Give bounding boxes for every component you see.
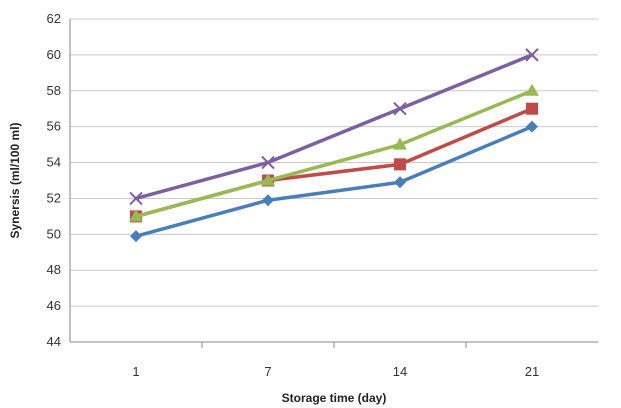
y-tick-label: 58 (47, 83, 61, 98)
x-tick-label: 1 (132, 364, 139, 379)
y-tick-label: 52 (47, 190, 61, 205)
data-point (394, 158, 406, 171)
data-point (393, 102, 407, 116)
series-line (134, 124, 534, 238)
data-point (262, 194, 274, 207)
data-point (261, 173, 275, 186)
data-point (526, 102, 538, 115)
x-tick-labels: 1 7 14 21 (132, 342, 539, 379)
y-tick-label: 60 (47, 47, 61, 62)
data-point (129, 191, 143, 206)
data-point (525, 48, 539, 62)
x-tick-label: 7 (264, 364, 271, 379)
y-tick-label: 48 (47, 262, 61, 277)
series-line (134, 53, 534, 201)
gridlines (70, 18, 598, 343)
data-point (394, 176, 406, 189)
data-point (130, 230, 142, 243)
y-axis-title: Synersis (ml/100 ml) (8, 122, 22, 238)
series-line (134, 89, 534, 219)
y-tick-label: 62 (47, 11, 61, 26)
y-tick-label: 54 (47, 155, 61, 170)
series-group (129, 48, 539, 243)
y-tick-label: 46 (47, 298, 61, 313)
x-axis-title: Storage time (day) (282, 391, 387, 405)
x-tick-label: 21 (525, 364, 539, 379)
x-tick-label: 14 (393, 364, 407, 379)
data-point (526, 120, 538, 133)
y-tick-label: 44 (47, 334, 61, 349)
series-4 (129, 48, 539, 206)
data-point (393, 137, 407, 150)
series-1 (130, 120, 538, 243)
data-point (525, 83, 539, 96)
data-point (129, 209, 143, 222)
y-tick-label: 56 (47, 119, 61, 134)
y-tick-labels: 44 46 48 50 52 54 56 58 60 62 (47, 11, 61, 349)
data-point (261, 155, 275, 170)
y-tick-label: 50 (47, 226, 61, 241)
series-3 (129, 83, 539, 222)
